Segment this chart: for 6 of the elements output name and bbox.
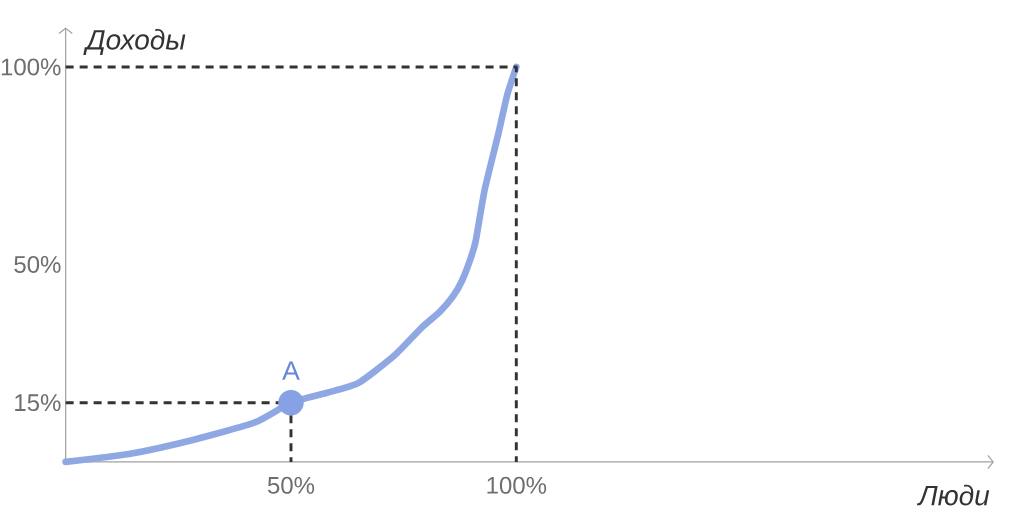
y-tick-label: 100% (1, 58, 61, 76)
annotation: A (282, 361, 300, 380)
y-axis-title: Доходы (83, 29, 186, 56)
y-tick-label: 50% (14, 255, 61, 273)
y-tick-label: 15% (15, 394, 61, 412)
x-axis-title: Люди (916, 484, 990, 506)
